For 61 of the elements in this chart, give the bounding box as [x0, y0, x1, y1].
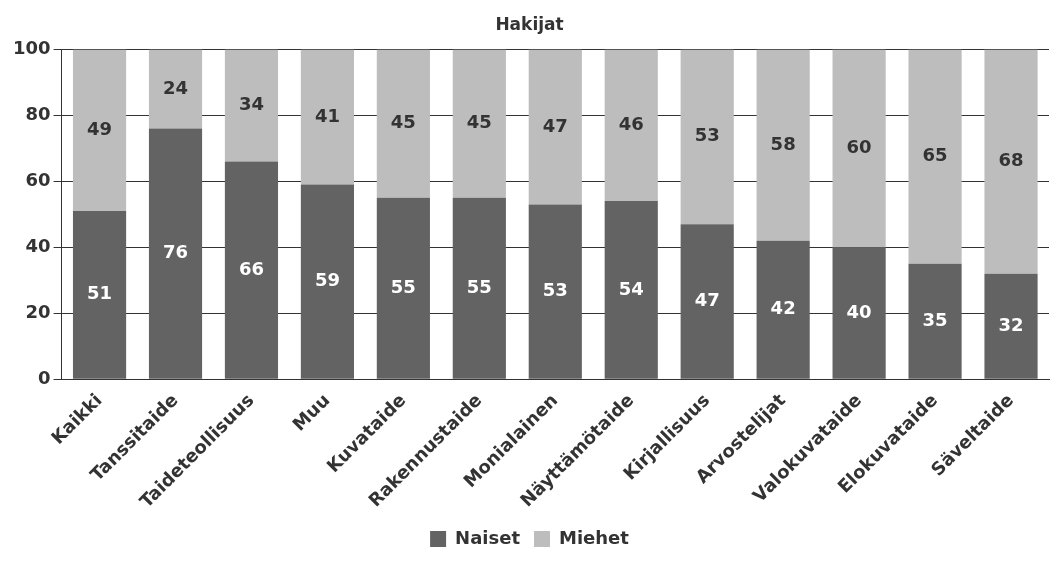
bar [832, 247, 886, 379]
data-label: 68 [998, 149, 1024, 171]
legend-label: Naiset [455, 526, 521, 548]
bar [452, 197, 506, 379]
bar [984, 49, 1038, 274]
data-label: 46 [618, 112, 644, 134]
data-label: 60 [846, 136, 872, 157]
bar [452, 49, 506, 198]
data-label: 45 [466, 111, 492, 133]
bar [148, 49, 203, 129]
bar [376, 49, 430, 198]
bar [72, 210, 127, 379]
bar [756, 49, 810, 241]
data-label: 45 [390, 111, 416, 133]
data-label: 54 [618, 277, 644, 299]
chart-title: Hakijat [495, 13, 564, 34]
bar [984, 273, 1038, 379]
bar [832, 49, 886, 248]
data-label: 66 [238, 257, 264, 279]
bar [72, 49, 127, 211]
bar [604, 49, 658, 202]
bar [680, 224, 734, 379]
data-label: 35 [922, 308, 948, 330]
data-label: 42 [770, 297, 796, 319]
data-label: 65 [922, 144, 948, 166]
bar [376, 197, 430, 379]
data-label: 49 [87, 117, 113, 139]
y-tick-label: 20 [25, 300, 51, 322]
bar [300, 49, 354, 185]
data-label: 24 [162, 76, 189, 98]
y-tick-label: 100 [13, 37, 51, 59]
y-tick-label: 60 [25, 168, 51, 190]
data-label: 58 [770, 132, 796, 154]
data-label: 47 [542, 114, 568, 136]
data-label: 32 [998, 313, 1024, 335]
legend-label: Miehet [559, 526, 630, 548]
bar [908, 263, 962, 379]
y-tick-label: 40 [25, 234, 51, 256]
bar [300, 184, 354, 379]
data-label: 59 [314, 269, 340, 291]
data-label: 34 [238, 93, 264, 115]
bar [604, 201, 658, 379]
data-label: 53 [542, 279, 568, 301]
data-label: 40 [846, 300, 872, 322]
bar [528, 204, 582, 379]
data-label: 47 [694, 289, 720, 311]
data-label: 55 [390, 275, 416, 297]
y-tick-label: 80 [25, 103, 51, 125]
bar [528, 49, 582, 205]
data-label: 76 [162, 241, 189, 263]
bar [148, 128, 203, 379]
data-label: 41 [314, 104, 340, 126]
bar [756, 240, 810, 379]
bar [224, 161, 279, 379]
bar [908, 49, 962, 264]
bar [224, 49, 279, 162]
data-label: 51 [87, 282, 113, 304]
data-label: 53 [694, 124, 720, 146]
data-label: 55 [466, 275, 492, 297]
bar [680, 49, 734, 225]
y-tick-label: 0 [38, 366, 51, 388]
